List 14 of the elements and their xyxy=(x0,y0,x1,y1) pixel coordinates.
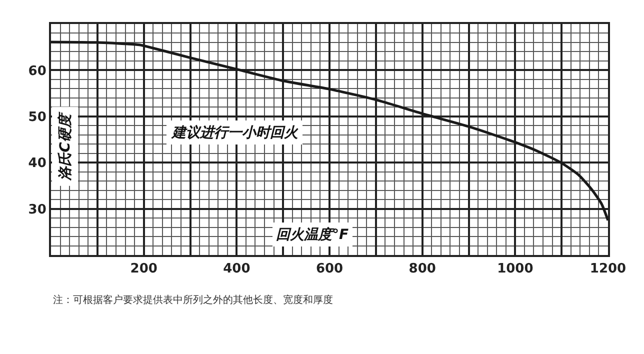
y-tick-label: 60 xyxy=(28,64,46,79)
y-axis-title: 洛氏C硬度 xyxy=(56,111,74,182)
text: 注：可根据客户要求提供表中所列之外的其他长度、宽度和厚度 xyxy=(53,294,333,306)
y-tick-label: 30 xyxy=(28,202,46,218)
y-tick-label: 50 xyxy=(28,110,46,125)
x-tick-label: 600 xyxy=(316,262,344,277)
x-tick-label: 1000 xyxy=(497,262,534,277)
x-tick-label: 400 xyxy=(223,262,250,277)
x-tick-label: 800 xyxy=(408,262,436,277)
y-tick-label: 40 xyxy=(28,156,46,172)
x-axis-title: 回火温度°F xyxy=(276,226,349,243)
x-tick-label: 1200 xyxy=(590,262,626,277)
annotation: 建议进行一小时回火 xyxy=(170,124,299,141)
x-tick-label: 200 xyxy=(130,262,158,277)
